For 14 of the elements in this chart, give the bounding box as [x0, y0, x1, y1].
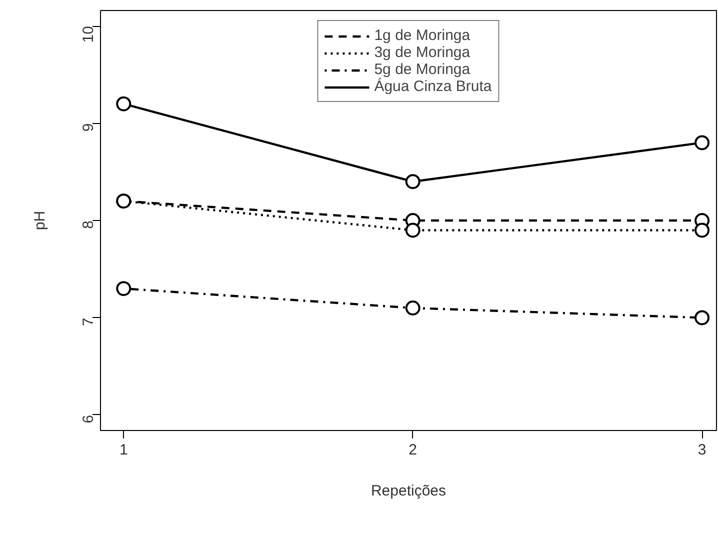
x-axis-title: Repetições [370, 482, 446, 500]
y-tick-label: 6 [80, 414, 97, 424]
legend-label: 1g de Moringa [374, 27, 470, 44]
y-tick-label: 9 [80, 123, 97, 132]
y-tick-label: 10 [80, 26, 97, 43]
x-tick-label: 3 [698, 442, 706, 458]
legend-label: Água Cinza Bruta [374, 78, 492, 95]
x-tick-label: 2 [408, 442, 418, 458]
legend-label: 3g de Moringa [374, 44, 470, 61]
y-tick-label: 7 [80, 318, 97, 326]
y-axis-title: pH [32, 210, 48, 230]
y-tick-label: 8 [80, 220, 97, 229]
x-tick-label: 1 [119, 442, 128, 458]
legend-label: 5g de Moringa [374, 61, 470, 78]
